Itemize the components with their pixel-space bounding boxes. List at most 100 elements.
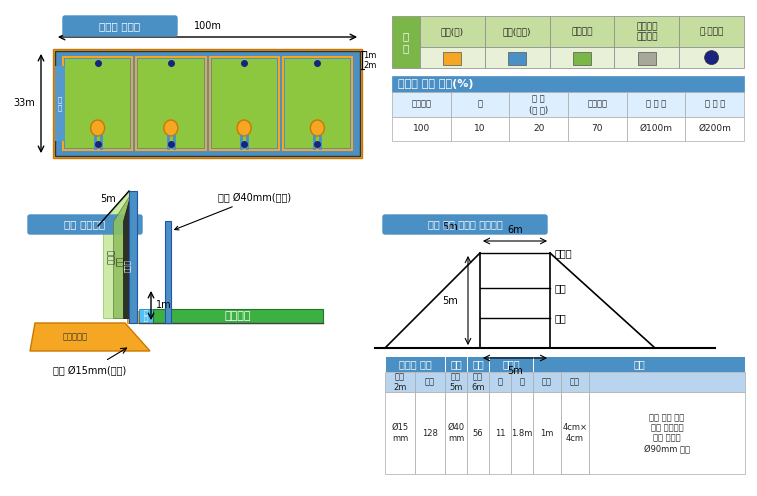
Bar bbox=[385, 392, 415, 474]
Text: 조류 피해 방지망 상세구조: 조류 피해 방지망 상세구조 bbox=[428, 220, 503, 230]
Text: 길이
5m: 길이 5m bbox=[450, 372, 463, 392]
Bar bbox=[489, 392, 511, 474]
Bar bbox=[489, 372, 511, 392]
Bar bbox=[127, 311, 139, 323]
Text: 뚝: 뚝 bbox=[478, 100, 482, 109]
Text: 1.8m: 1.8m bbox=[511, 429, 533, 437]
Ellipse shape bbox=[91, 120, 104, 136]
Text: 직경: 직경 bbox=[425, 377, 435, 386]
Text: 길이
6m: 길이 6m bbox=[472, 372, 484, 392]
Bar bbox=[165, 221, 171, 323]
Text: 목: 목 bbox=[497, 377, 503, 386]
Text: 사육지 조성 비율(%): 사육지 조성 비율(%) bbox=[398, 79, 473, 89]
Bar bbox=[589, 392, 745, 474]
Text: 눈이 많이 오는
곳은 중심되는
곳은 파이프
Ø90mm 필요: 눈이 많이 오는 곳은 중심되는 곳은 파이프 Ø90mm 필요 bbox=[644, 413, 690, 453]
Bar bbox=[511, 392, 533, 474]
Ellipse shape bbox=[310, 120, 325, 136]
Text: 철망: 철망 bbox=[472, 359, 484, 369]
Bar bbox=[561, 392, 589, 474]
Text: 1m: 1m bbox=[363, 51, 376, 60]
Bar bbox=[385, 372, 415, 392]
Text: 기존류재방: 기존류재방 bbox=[63, 332, 88, 342]
FancyBboxPatch shape bbox=[28, 215, 142, 234]
Bar bbox=[204, 59, 211, 148]
Bar bbox=[685, 117, 744, 141]
Bar bbox=[589, 372, 745, 392]
Text: 100: 100 bbox=[413, 124, 430, 133]
Bar bbox=[210, 57, 279, 150]
Text: 비고: 비고 bbox=[633, 359, 645, 369]
Bar bbox=[561, 372, 589, 392]
Text: 10: 10 bbox=[474, 124, 486, 133]
Bar bbox=[392, 117, 450, 141]
Bar bbox=[420, 16, 484, 47]
Bar bbox=[509, 92, 568, 117]
Polygon shape bbox=[30, 323, 150, 351]
Bar bbox=[392, 16, 420, 68]
Text: 수
로: 수 로 bbox=[144, 310, 148, 322]
Text: 5m: 5m bbox=[507, 366, 523, 376]
Bar bbox=[484, 16, 550, 47]
Text: 70: 70 bbox=[591, 124, 603, 133]
Bar bbox=[627, 117, 685, 141]
Text: 양어장 평면도: 양어장 평면도 bbox=[99, 21, 141, 31]
Text: Ø100m: Ø100m bbox=[640, 124, 672, 133]
Text: 천막지: 천막지 bbox=[123, 259, 130, 272]
Bar bbox=[573, 52, 591, 65]
Text: 2m: 2m bbox=[363, 61, 376, 69]
Bar bbox=[445, 356, 467, 372]
Bar bbox=[385, 356, 445, 372]
Text: 철망: 철망 bbox=[116, 256, 124, 266]
Text: 벼식재지: 벼식재지 bbox=[572, 27, 593, 36]
Bar bbox=[489, 356, 533, 372]
Bar bbox=[445, 392, 467, 474]
Text: 4cm×
4cm: 4cm× 4cm bbox=[562, 423, 587, 443]
Bar bbox=[511, 372, 533, 392]
Bar bbox=[420, 47, 484, 68]
Bar bbox=[277, 59, 285, 148]
Bar bbox=[283, 57, 352, 150]
Bar bbox=[450, 92, 509, 117]
Text: 입
구: 입 구 bbox=[58, 96, 62, 111]
Bar bbox=[467, 372, 489, 392]
Bar bbox=[65, 59, 130, 148]
Text: 100m: 100m bbox=[194, 21, 222, 31]
Text: 56: 56 bbox=[472, 429, 483, 437]
Text: 양식수로
연결통로: 양식수로 연결통로 bbox=[636, 22, 658, 41]
Bar bbox=[139, 309, 153, 323]
Text: Ø15
mm: Ø15 mm bbox=[391, 423, 409, 443]
Text: 토지(뚝): 토지(뚝) bbox=[441, 27, 464, 36]
Text: 6m: 6m bbox=[507, 225, 523, 235]
Ellipse shape bbox=[237, 120, 251, 136]
Bar bbox=[53, 49, 362, 158]
Polygon shape bbox=[103, 191, 129, 318]
Text: 지주 Ø40mm(백관): 지주 Ø40mm(백관) bbox=[175, 193, 291, 230]
Bar bbox=[484, 47, 550, 68]
Bar bbox=[55, 51, 360, 156]
Text: 1cm
×
1cm: 1cm × 1cm bbox=[566, 418, 584, 448]
Bar bbox=[615, 47, 679, 68]
Text: 눈급: 눈급 bbox=[570, 377, 580, 386]
Bar bbox=[55, 66, 65, 141]
Bar bbox=[467, 392, 489, 474]
Text: 5m: 5m bbox=[100, 194, 116, 204]
Text: 천막: 천막 bbox=[555, 313, 567, 323]
Text: Ø200m: Ø200m bbox=[698, 124, 731, 133]
Bar bbox=[467, 356, 489, 372]
Text: 천막: 천막 bbox=[450, 359, 462, 369]
FancyBboxPatch shape bbox=[63, 16, 177, 36]
Text: 양식(수로): 양식(수로) bbox=[503, 27, 531, 36]
Bar bbox=[679, 47, 744, 68]
Text: 목: 목 bbox=[519, 377, 525, 386]
Bar bbox=[568, 117, 627, 141]
Bar bbox=[445, 372, 467, 392]
Text: 벼식재지: 벼식재지 bbox=[225, 311, 251, 321]
Text: 지주 Ø15mm(백관): 지주 Ø15mm(백관) bbox=[54, 366, 126, 376]
Text: 철망: 철망 bbox=[555, 283, 567, 293]
FancyBboxPatch shape bbox=[383, 215, 547, 234]
Bar bbox=[568, 92, 627, 117]
Bar bbox=[130, 59, 139, 148]
Bar bbox=[211, 59, 277, 148]
Bar bbox=[415, 372, 445, 392]
Text: 5m: 5m bbox=[442, 222, 458, 232]
